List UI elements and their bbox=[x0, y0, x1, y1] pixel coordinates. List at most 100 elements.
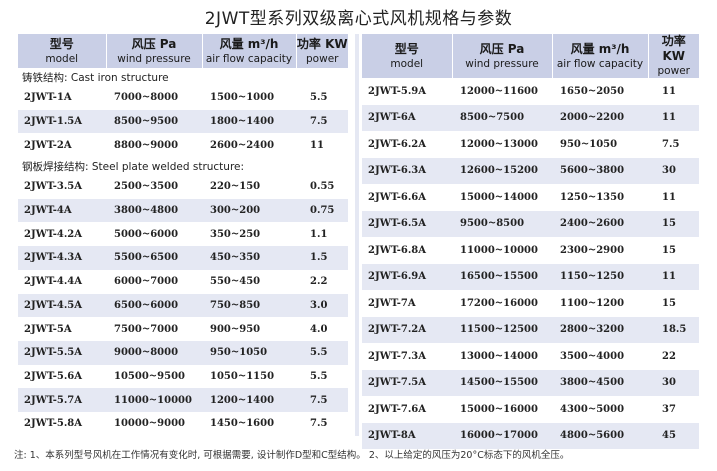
spec-table-right: 型号 model 风压 Pa wind pressure 风量 m³/h air fl… bbox=[362, 34, 699, 449]
pressure-cell: 8500~9500 bbox=[106, 109, 202, 134]
model-cell: 2JWT-7A bbox=[362, 290, 452, 317]
model-cell: 2JWT-7.3A bbox=[362, 343, 452, 370]
table-row: 2JWT-1.5A 8500~9500 1800~1400 7.5 bbox=[18, 109, 348, 134]
table-divider bbox=[355, 34, 359, 436]
power-cell: 3.0 bbox=[296, 293, 348, 318]
model-cell: 2JWT-5.7A bbox=[18, 388, 106, 412]
pressure-cell: 8800~9000 bbox=[106, 133, 202, 158]
flow-cell: 2300~2900 bbox=[552, 237, 648, 264]
model-cell: 2JWT-4.4A bbox=[18, 269, 106, 294]
table-row: 2JWT-7.5A 14500~15500 3800~4500 30 bbox=[362, 369, 699, 396]
flow-cell: 2800~3200 bbox=[552, 316, 648, 343]
model-cell: 2JWT-4.3A bbox=[18, 246, 106, 270]
flow-cell: 1150~1250 bbox=[552, 263, 648, 290]
model-cell: 2JWT-6.3A bbox=[362, 157, 452, 184]
flow-cell: 950~1050 bbox=[202, 340, 296, 365]
model-cell: 2JWT-5A bbox=[18, 317, 106, 341]
model-cell: 2JWT-1.5A bbox=[18, 109, 106, 134]
model-cell: 2JWT-5.8A bbox=[18, 411, 106, 436]
pressure-cell: 7000~8000 bbox=[106, 86, 202, 110]
power-cell: 11 bbox=[648, 78, 699, 105]
pressure-cell: 12600~15200 bbox=[452, 157, 552, 184]
pressure-cell: 10000~9000 bbox=[106, 411, 202, 436]
model-cell: 2JWT-6A bbox=[362, 104, 452, 131]
pressure-cell: 12000~11600 bbox=[452, 78, 552, 105]
table-row: 2JWT-4A 3800~4800 300~200 0.75 bbox=[18, 198, 348, 223]
pressure-cell: 14500~15500 bbox=[452, 369, 552, 396]
power-cell: 7.5 bbox=[648, 131, 699, 158]
pressure-cell: 11500~12500 bbox=[452, 316, 552, 343]
flow-cell: 350~250 bbox=[202, 222, 296, 247]
pressure-cell: 16500~15500 bbox=[452, 263, 552, 290]
model-cell: 2JWT-7.6A bbox=[362, 396, 452, 423]
pressure-cell: 15000~14000 bbox=[452, 184, 552, 211]
model-header: 型号 model bbox=[362, 34, 453, 78]
table-row: 2JWT-5.7A 11000~10000 1200~1400 7.5 bbox=[18, 388, 348, 412]
table-row: 2JWT-4.2A 5000~6000 350~250 1.1 bbox=[18, 222, 348, 247]
power-cell: 7.5 bbox=[296, 388, 348, 412]
flow-cell: 300~200 bbox=[202, 198, 296, 223]
pressure-cell: 9500~8500 bbox=[452, 210, 552, 237]
pressure-cell: 5500~6500 bbox=[106, 246, 202, 270]
model-cell: 2JWT-1A bbox=[18, 86, 106, 110]
table-row: 2JWT-7.3A 13000~14000 3500~4000 22 bbox=[362, 343, 699, 370]
model-cell: 2JWT-5.5A bbox=[18, 340, 106, 365]
flow-cell: 4300~5000 bbox=[552, 396, 648, 423]
pressure-cell: 9000~8000 bbox=[106, 340, 202, 365]
section-label: 铸铁结构: Cast iron structure bbox=[18, 68, 348, 86]
flow-cell: 1050~1150 bbox=[202, 364, 296, 389]
pressure-cell: 13000~14000 bbox=[452, 343, 552, 370]
power-cell: 1.1 bbox=[296, 222, 348, 247]
table-row: 2JWT-6A 8500~7500 2000~2200 11 bbox=[362, 104, 699, 131]
pressure-cell: 11000~10000 bbox=[106, 388, 202, 412]
table-row: 2JWT-5A 7500~7000 900~950 4.0 bbox=[18, 317, 348, 341]
flow-cell: 4800~5600 bbox=[552, 422, 648, 449]
pressure-cell: 6500~6000 bbox=[106, 293, 202, 318]
flow-cell: 1500~1000 bbox=[202, 86, 296, 110]
flow-header: 风量 m³/h air flow capacity bbox=[552, 34, 649, 78]
model-cell: 2JWT-5.6A bbox=[18, 364, 106, 389]
model-cell: 2JWT-6.2A bbox=[362, 131, 452, 158]
table-row: 2JWT-2A 8800~9000 2600~2400 11 bbox=[18, 133, 348, 158]
table-row: 2JWT-7.6A 15000~16000 4300~5000 37 bbox=[362, 396, 699, 423]
model-cell: 2JWT-2A bbox=[18, 133, 106, 158]
table-row: 2JWT-6.2A 12000~13000 950~1050 7.5 bbox=[362, 131, 699, 158]
power-cell: 11 bbox=[648, 263, 699, 290]
pressure-cell: 16000~17000 bbox=[452, 422, 552, 449]
table-row: 2JWT-5.5A 9000~8000 950~1050 5.5 bbox=[18, 340, 348, 365]
table-row: 2JWT-5.6A 10500~9500 1050~1150 5.5 bbox=[18, 364, 348, 389]
table-row: 2JWT-7A 17200~16000 1100~1200 15 bbox=[362, 290, 699, 317]
pressure-cell: 15000~16000 bbox=[452, 396, 552, 423]
table-row: 2JWT-6.9A 16500~15500 1150~1250 11 bbox=[362, 263, 699, 290]
table-row: 2JWT-6.8A 11000~10000 2300~2900 15 bbox=[362, 237, 699, 264]
power-cell: 15 bbox=[648, 210, 699, 237]
power-cell: 4.0 bbox=[296, 317, 348, 341]
footnote: 注: 1、本系列型号风机在工作情况有变化时, 可根据需要, 设计制作D型和C型结… bbox=[14, 450, 570, 461]
power-cell: 15 bbox=[648, 290, 699, 317]
power-cell: 7.5 bbox=[296, 109, 348, 134]
flow-cell: 220~150 bbox=[202, 175, 296, 199]
table-row: 2JWT-6.3A 12600~15200 5600~3800 30 bbox=[362, 157, 699, 184]
spec-table-left: 型号 model 风压 Pa wind pressure 风量 m³/h air fl… bbox=[18, 34, 348, 436]
model-header: 型号 model bbox=[18, 34, 107, 68]
pressure-cell: 12000~13000 bbox=[452, 131, 552, 158]
section-label-row: 铸铁结构: Cast iron structure bbox=[18, 68, 348, 86]
table-row: 2JWT-7.2A 11500~12500 2800~3200 18.5 bbox=[362, 316, 699, 343]
power-cell: 5.5 bbox=[296, 364, 348, 389]
pressure-cell: 10500~9500 bbox=[106, 364, 202, 389]
flow-cell: 2000~2200 bbox=[552, 104, 648, 131]
power-header: 功率 KW power bbox=[296, 34, 348, 68]
power-cell: 2.2 bbox=[296, 269, 348, 294]
table-row: 2JWT-5.9A 12000~11600 1650~2050 11 bbox=[362, 78, 699, 105]
header-row: 型号 model 风压 Pa wind pressure 风量 m³/h air fl… bbox=[362, 34, 699, 78]
power-cell: 11 bbox=[648, 184, 699, 211]
model-cell: 2JWT-3.5A bbox=[18, 175, 106, 199]
flow-cell: 1650~2050 bbox=[552, 78, 648, 105]
model-cell: 2JWT-4.2A bbox=[18, 222, 106, 247]
power-cell: 5.5 bbox=[296, 340, 348, 365]
table-row: 2JWT-6.5A 9500~8500 2400~2600 15 bbox=[362, 210, 699, 237]
pressure-cell: 11000~10000 bbox=[452, 237, 552, 264]
flow-cell: 5600~3800 bbox=[552, 157, 648, 184]
model-cell: 2JWT-7.2A bbox=[362, 316, 452, 343]
power-cell: 5.5 bbox=[296, 86, 348, 110]
